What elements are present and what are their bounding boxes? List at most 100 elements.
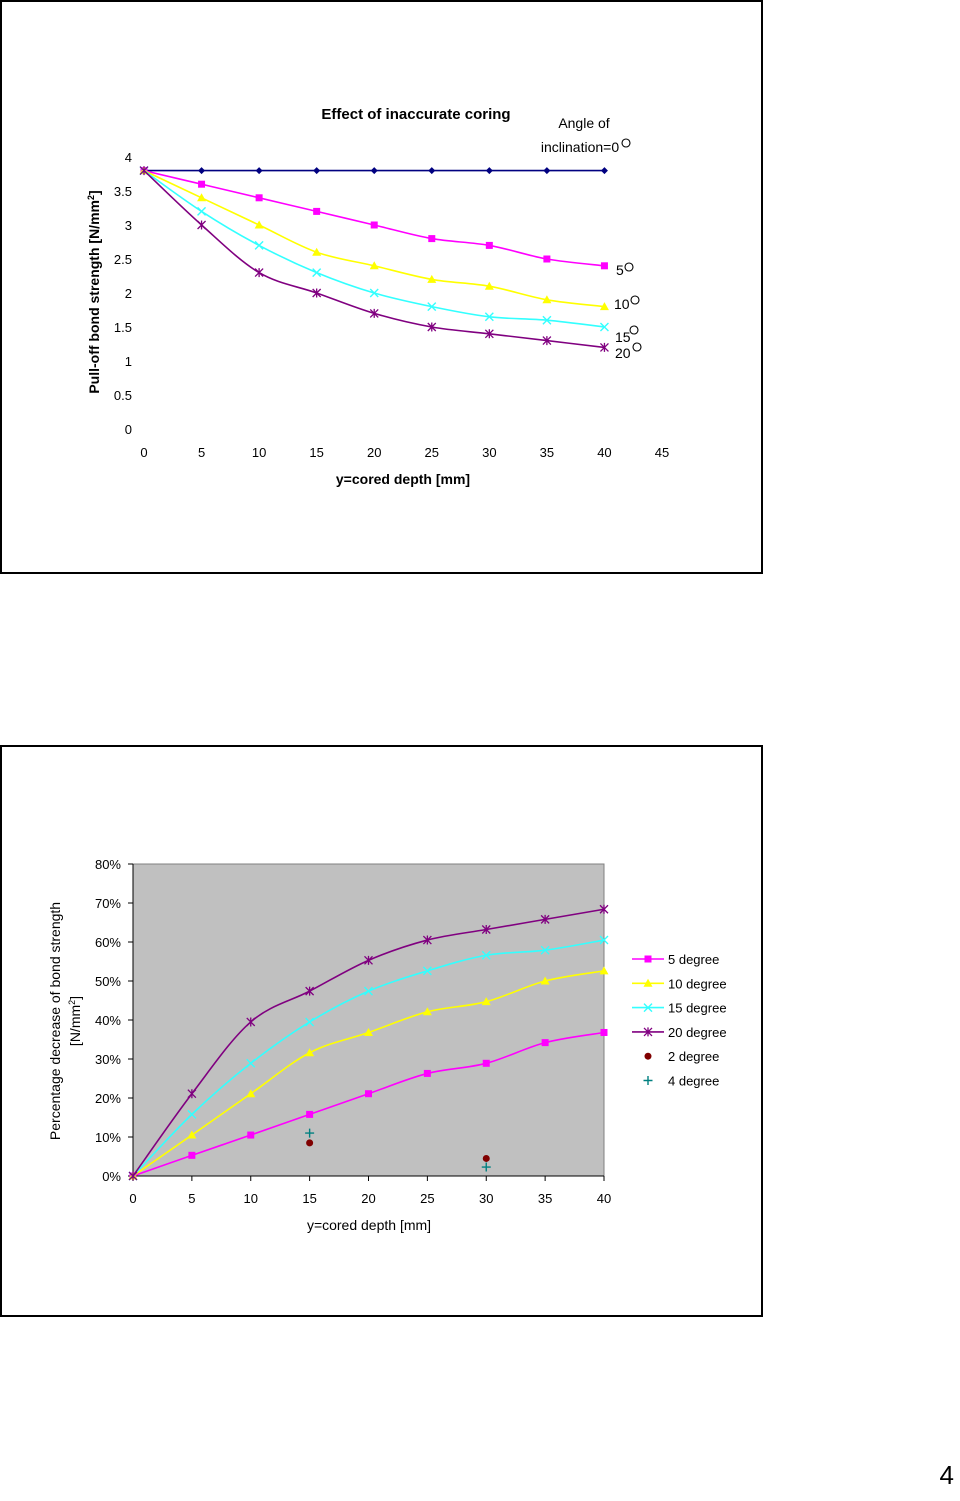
data-point bbox=[540, 976, 550, 985]
series-line bbox=[132, 908, 605, 1177]
legend-item: 4 degree bbox=[643, 1074, 719, 1089]
x-tick-label: 45 bbox=[655, 445, 669, 460]
x-tick-label: 15 bbox=[309, 445, 323, 460]
chart-1-frame: Effect of inaccurate coring 0 0.5 1 1.5 2 2.5 3… bbox=[0, 0, 763, 574]
x-tick-label: 30 bbox=[479, 1191, 493, 1206]
x-tick-label: 40 bbox=[597, 445, 611, 460]
legend-item: 20 degree bbox=[632, 1025, 727, 1040]
data-point bbox=[482, 1154, 490, 1162]
y-tick-label: 2 bbox=[125, 286, 132, 301]
data-point bbox=[306, 1110, 314, 1118]
data-point bbox=[540, 914, 550, 924]
data-point bbox=[306, 1139, 314, 1147]
data-point bbox=[370, 167, 378, 175]
y-tick-label: 30% bbox=[95, 1052, 121, 1067]
data-point bbox=[481, 997, 491, 1006]
y-tick-label: 3.5 bbox=[114, 184, 132, 199]
data-point bbox=[422, 935, 432, 945]
data-point bbox=[254, 268, 264, 278]
x-tick-label: 5 bbox=[198, 445, 205, 460]
data-point bbox=[599, 935, 609, 945]
legend-item: 10 degree bbox=[632, 976, 727, 991]
x-tick-label: 35 bbox=[538, 1191, 552, 1206]
plot-area bbox=[132, 863, 605, 1177]
data-point bbox=[482, 1059, 490, 1067]
legend-label: 10 degree bbox=[668, 976, 727, 991]
y-tick-label: 2.5 bbox=[114, 252, 132, 267]
data-point bbox=[599, 966, 609, 975]
series-4 bbox=[139, 166, 609, 352]
data-point bbox=[428, 235, 436, 243]
y-tick-label: 4 bbox=[125, 150, 132, 165]
data-point bbox=[481, 1162, 491, 1172]
series-label: 20 bbox=[615, 345, 631, 361]
data-point bbox=[128, 1171, 138, 1181]
data-point bbox=[600, 262, 608, 270]
data-point bbox=[541, 1039, 549, 1047]
data-point bbox=[198, 180, 206, 188]
chart-title: Effect of inaccurate coring bbox=[321, 106, 510, 123]
data-point bbox=[197, 220, 207, 230]
y-tick-label: 1.5 bbox=[114, 320, 132, 335]
degree-symbol-icon bbox=[624, 262, 634, 272]
degree-symbol-icon bbox=[632, 342, 642, 352]
data-point bbox=[364, 1027, 373, 1036]
y-tick-label: 80% bbox=[95, 857, 121, 872]
legend-item: 2 degree bbox=[644, 1049, 719, 1064]
x-axis-title: y=cored depth [mm] bbox=[307, 1217, 431, 1233]
x-tick-label: 30 bbox=[482, 445, 496, 460]
data-point bbox=[188, 1151, 196, 1159]
data-point bbox=[312, 247, 322, 256]
data-point bbox=[481, 950, 491, 960]
legend-marker bbox=[643, 978, 653, 987]
data-point bbox=[369, 288, 379, 298]
point-series-1 bbox=[305, 1128, 491, 1172]
series-line bbox=[143, 169, 605, 328]
y-tick-label: 50% bbox=[95, 974, 121, 989]
x-tick-label: 5 bbox=[188, 1191, 195, 1206]
x-tick-label: 20 bbox=[361, 1191, 375, 1206]
data-point bbox=[305, 1048, 315, 1057]
legend-marker bbox=[644, 955, 652, 963]
data-point bbox=[484, 281, 494, 290]
x-axis-title: y=cored depth [mm] bbox=[336, 471, 470, 487]
data-point bbox=[428, 167, 436, 175]
series-label: inclination=0 bbox=[541, 139, 619, 155]
data-point bbox=[427, 322, 437, 332]
data-point bbox=[364, 955, 373, 965]
data-point bbox=[197, 193, 207, 202]
series-line bbox=[143, 170, 605, 349]
data-point bbox=[422, 966, 432, 976]
legend-label: 2 degree bbox=[668, 1049, 719, 1064]
legend-item: 15 degree bbox=[632, 1001, 727, 1016]
data-point bbox=[187, 1089, 197, 1099]
legend-label: 20 degree bbox=[668, 1025, 727, 1040]
series-label: Angle of bbox=[558, 115, 609, 131]
series-1 bbox=[128, 966, 609, 1180]
data-point bbox=[198, 167, 206, 175]
data-point bbox=[599, 302, 609, 311]
degree-symbol-icon bbox=[630, 295, 640, 305]
y-tick-label: 1 bbox=[125, 354, 132, 369]
y-tick-label: 0% bbox=[102, 1169, 121, 1184]
data-point bbox=[600, 167, 608, 175]
point-series-0 bbox=[306, 1139, 490, 1162]
series-0 bbox=[140, 167, 608, 175]
data-point bbox=[543, 255, 551, 263]
x-tick-label: 15 bbox=[302, 1191, 316, 1206]
data-point bbox=[255, 194, 263, 202]
y-tick-label: 0 bbox=[125, 422, 132, 437]
y-tick-label: 10% bbox=[95, 1130, 121, 1145]
data-point bbox=[599, 342, 609, 352]
y-axis-title-line-2: [N/mm2] bbox=[67, 996, 83, 1046]
data-point bbox=[427, 302, 437, 312]
data-point bbox=[364, 986, 373, 996]
data-point bbox=[484, 329, 494, 339]
data-point bbox=[312, 288, 322, 298]
legend: 5 degree 10 degree 15 degree 20 degree 2 deg… bbox=[632, 952, 727, 1089]
x-tick-label: 20 bbox=[367, 445, 381, 460]
series-label: 15 bbox=[615, 329, 631, 345]
data-point bbox=[599, 322, 609, 332]
data-point bbox=[423, 1069, 431, 1077]
data-point bbox=[246, 1058, 256, 1068]
